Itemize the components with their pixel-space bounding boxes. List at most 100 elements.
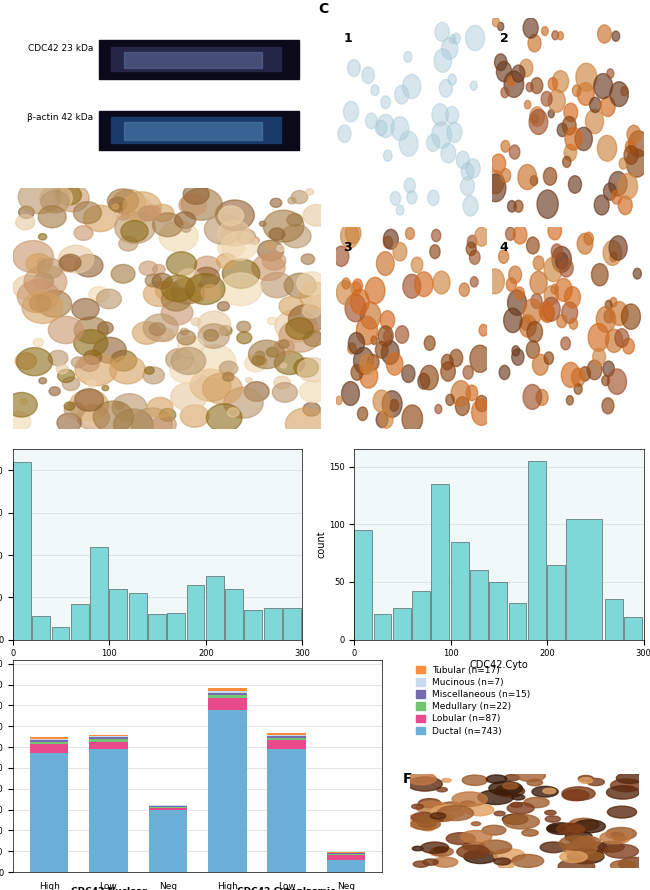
Circle shape (30, 295, 51, 312)
Bar (89, 741, 128, 749)
Circle shape (619, 158, 627, 169)
Circle shape (506, 227, 515, 240)
Circle shape (38, 233, 47, 240)
Bar (450, 542, 469, 640)
Circle shape (456, 151, 469, 169)
Circle shape (15, 352, 36, 369)
Text: CDC42 23 kDa: CDC42 23 kDa (27, 44, 93, 53)
Circle shape (469, 250, 480, 264)
Circle shape (351, 365, 363, 380)
Circle shape (624, 146, 638, 165)
Bar (32, 616, 50, 640)
Circle shape (221, 229, 240, 243)
Circle shape (527, 321, 543, 343)
Bar (30, 740, 68, 741)
Circle shape (244, 354, 267, 372)
Circle shape (300, 381, 328, 402)
Circle shape (144, 206, 161, 219)
Circle shape (456, 397, 469, 416)
Circle shape (237, 229, 255, 244)
Circle shape (345, 294, 366, 322)
Circle shape (37, 290, 72, 317)
Bar (149, 811, 187, 872)
Circle shape (218, 221, 250, 246)
Circle shape (111, 264, 135, 283)
Bar (129, 593, 147, 640)
Bar (30, 739, 68, 740)
Circle shape (64, 402, 85, 418)
Circle shape (420, 365, 438, 390)
Circle shape (612, 31, 619, 41)
Circle shape (171, 347, 205, 375)
Circle shape (338, 125, 351, 142)
Circle shape (471, 277, 478, 287)
Circle shape (386, 353, 403, 376)
Circle shape (144, 367, 154, 374)
Circle shape (216, 254, 236, 269)
Circle shape (378, 326, 393, 346)
Circle shape (471, 399, 491, 425)
Bar (30, 741, 68, 744)
Circle shape (448, 74, 456, 85)
Circle shape (530, 107, 545, 126)
Circle shape (395, 85, 409, 104)
Circle shape (237, 332, 252, 344)
Circle shape (451, 381, 471, 407)
Circle shape (360, 303, 381, 329)
Circle shape (491, 154, 506, 174)
Bar (264, 609, 281, 640)
Circle shape (288, 198, 296, 204)
Circle shape (551, 284, 558, 294)
Circle shape (460, 177, 474, 196)
Circle shape (272, 383, 298, 402)
Circle shape (430, 245, 440, 259)
Circle shape (587, 360, 602, 380)
Circle shape (119, 195, 151, 221)
Circle shape (259, 222, 266, 226)
Circle shape (492, 17, 499, 27)
Bar (208, 695, 246, 698)
Circle shape (287, 214, 303, 226)
Bar (374, 614, 391, 640)
Circle shape (301, 254, 315, 264)
Circle shape (299, 282, 333, 310)
Circle shape (297, 271, 326, 295)
Circle shape (577, 83, 594, 105)
Circle shape (548, 222, 562, 240)
Circle shape (446, 107, 459, 124)
Circle shape (362, 67, 374, 84)
Circle shape (404, 52, 412, 62)
Circle shape (303, 205, 330, 226)
Circle shape (486, 269, 504, 294)
Bar (327, 860, 365, 872)
Bar (99, 40, 299, 79)
Circle shape (60, 255, 81, 271)
Circle shape (275, 310, 317, 343)
Circle shape (87, 380, 96, 387)
Circle shape (252, 255, 285, 280)
Circle shape (257, 240, 283, 261)
Circle shape (102, 385, 109, 391)
Bar (267, 740, 306, 749)
Bar (89, 734, 128, 736)
Circle shape (336, 396, 342, 405)
Circle shape (18, 181, 61, 214)
Circle shape (382, 341, 399, 365)
Circle shape (64, 402, 75, 410)
Circle shape (279, 320, 320, 352)
Bar (208, 698, 246, 709)
Circle shape (274, 376, 291, 389)
Circle shape (376, 120, 387, 135)
Circle shape (280, 363, 287, 368)
Circle shape (13, 275, 44, 300)
Circle shape (557, 314, 567, 328)
Circle shape (183, 184, 209, 205)
Circle shape (441, 361, 455, 381)
Circle shape (376, 412, 388, 427)
Circle shape (531, 294, 542, 309)
Circle shape (629, 131, 648, 157)
Bar (187, 585, 205, 640)
Circle shape (377, 115, 395, 138)
Circle shape (181, 188, 222, 220)
Circle shape (627, 125, 641, 143)
